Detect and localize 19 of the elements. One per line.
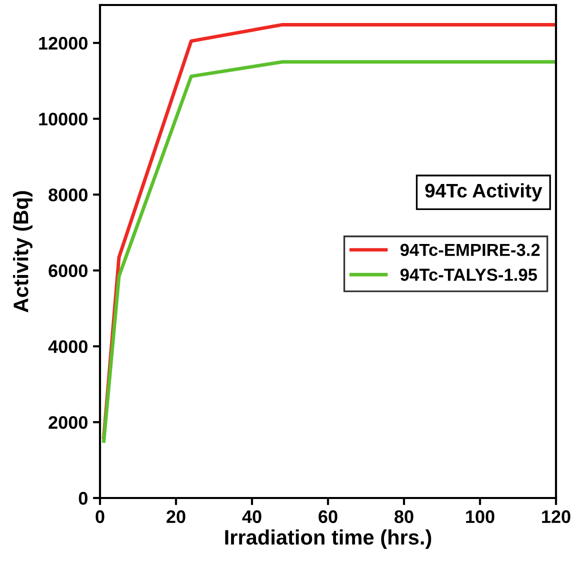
y-tick-label: 0 [78, 492, 88, 505]
x-tick-label: 120 [542, 510, 570, 524]
x-tick-label: 100 [466, 510, 494, 524]
y-tick-label: 12000 [39, 36, 88, 50]
x-tick-label: 60 [318, 510, 338, 524]
legend-label: 94Tc-TALYS-1.95 [400, 268, 538, 281]
x-tick-label: 80 [394, 510, 414, 524]
x-tick-label: 0 [96, 510, 104, 524]
y-tick-label: 6000 [48, 264, 88, 278]
x-axis-title: Irradiation time (hrs.) [225, 529, 432, 549]
y-tick-label: 8000 [48, 188, 88, 202]
y-tick-label: 4000 [48, 340, 88, 354]
y-axis-title: Activity (Bq) [13, 191, 32, 312]
x-tick-label: 40 [242, 510, 262, 524]
annotation: 94Tc Activity [425, 183, 542, 202]
y-tick-label: 2000 [48, 416, 88, 429]
x-tick-label: 20 [166, 510, 186, 524]
legend-label: 94Tc-EMPIRE-3.2 [400, 244, 540, 256]
y-tick-label: 10000 [39, 112, 88, 126]
